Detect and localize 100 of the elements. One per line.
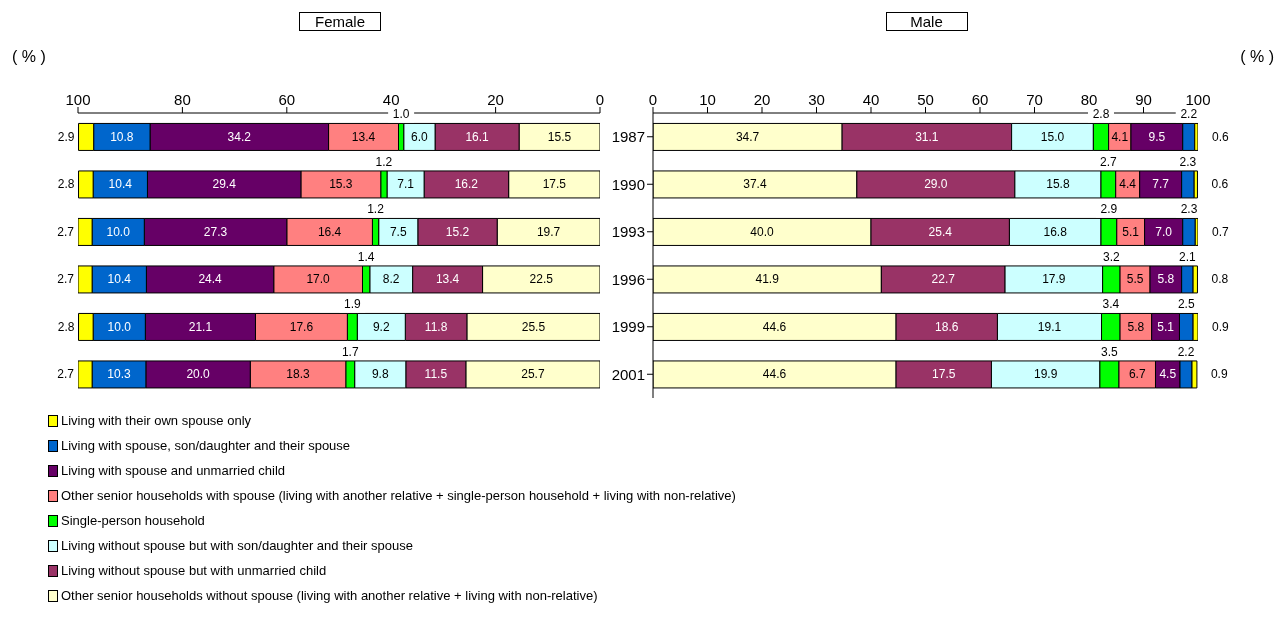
data-label: 16.2 <box>454 177 479 192</box>
data-label: 3.5 <box>1101 344 1119 359</box>
data-label: 15.0 <box>1040 129 1065 144</box>
data-label: 1.2 <box>375 154 393 169</box>
data-label: 16.8 <box>1043 224 1068 239</box>
data-label: 19.7 <box>536 224 561 239</box>
data-label: 10.8 <box>110 129 134 144</box>
data-label: 1.4 <box>357 249 375 264</box>
data-label: 2.7 <box>57 224 75 239</box>
x-tick-label: 80 <box>174 91 191 108</box>
legend-label: Living with their own spouse only <box>61 413 252 428</box>
x-tick-label: 40 <box>382 91 400 108</box>
legend-label: Other senior households without spouse (living with another relative + living with non-relative) <box>61 588 598 603</box>
data-label: 2.8 <box>1092 107 1110 122</box>
data-label: 2.8 <box>57 177 75 192</box>
data-label: 7.5 <box>389 224 407 239</box>
x-tick-label: 10 <box>699 91 716 108</box>
data-label: 1.9 <box>343 297 361 312</box>
legend-label: Other senior households with spouse (living with another relative + single-person household + living with non-relative) <box>61 488 736 503</box>
data-label: 19.1 <box>1037 319 1062 334</box>
data-label: 5.8 <box>1157 272 1175 287</box>
data-label: 5.1 <box>1157 319 1175 334</box>
data-label: 17.6 <box>289 319 314 334</box>
x-tick-label: 70 <box>1026 91 1043 108</box>
data-label: 27.3 <box>203 224 228 239</box>
y-tick-label: 1987 <box>611 128 645 146</box>
data-label: 2.7 <box>1100 154 1118 169</box>
data-label: 34.7 <box>735 129 760 144</box>
data-label: 0.8 <box>1211 272 1229 287</box>
x-tick-label: 90 <box>1135 91 1152 108</box>
data-label: 2.5 <box>1177 297 1195 312</box>
data-label: 2.9 <box>57 129 75 144</box>
data-label: 2.9 <box>1100 202 1118 217</box>
data-label: 18.6 <box>935 319 959 334</box>
data-label: 0.7 <box>1212 224 1230 239</box>
x-axis-title: ( % ) <box>12 48 46 66</box>
data-label: 3.2 <box>1103 249 1121 264</box>
data-label: 9.5 <box>1148 129 1166 144</box>
legend-label: Living with spouse, son/daughter and their spouse <box>61 438 351 453</box>
data-label: 25.7 <box>521 367 545 382</box>
data-label: 17.0 <box>306 272 331 287</box>
x-tick-label: 50 <box>917 91 934 108</box>
chart-title: Female <box>299 12 381 31</box>
data-label: 19.9 <box>1033 367 1058 382</box>
x-tick-label: 30 <box>808 91 825 108</box>
x-tick-label: 100 <box>65 91 91 108</box>
y-tick-label: 1990 <box>611 175 645 193</box>
data-label: 3.4 <box>1102 297 1120 312</box>
data-label: 10.0 <box>106 224 131 239</box>
data-label: 31.1 <box>915 129 939 144</box>
legend-label: Single-person household <box>61 513 205 528</box>
data-label: 2.3 <box>1180 202 1198 217</box>
legend-label: Living without spouse but with unmarried child <box>61 563 327 578</box>
data-label: 2.8 <box>57 319 75 334</box>
data-label: 29.4 <box>212 177 237 192</box>
data-label: 1.7 <box>341 344 359 359</box>
data-label: 13.4 <box>435 272 460 287</box>
data-label: 16.1 <box>465 129 490 144</box>
data-label: 16.4 <box>317 224 342 239</box>
x-tick-label: 0 <box>648 91 658 108</box>
data-label: 13.4 <box>351 129 376 144</box>
data-label: 15.2 <box>445 224 470 239</box>
data-label: 25.4 <box>928 224 953 239</box>
data-label: 7.7 <box>1152 177 1170 192</box>
data-label: 44.6 <box>762 319 787 334</box>
data-label: 4.4 <box>1119 177 1137 192</box>
data-label: 37.4 <box>743 177 767 192</box>
y-tick-label: 1993 <box>611 223 645 241</box>
data-label: 10.4 <box>107 272 132 287</box>
data-label: 1.2 <box>367 202 385 217</box>
x-tick-label: 20 <box>753 91 771 108</box>
data-label: 9.2 <box>372 319 390 334</box>
data-label: 11.8 <box>424 319 448 334</box>
data-label: 2.7 <box>57 272 75 287</box>
data-label: 7.0 <box>1155 224 1173 239</box>
data-label: 20.0 <box>186 367 211 382</box>
data-label: 17.9 <box>1042 272 1066 287</box>
data-label: 2.1 <box>1179 249 1197 264</box>
chart-title: Male <box>885 12 968 31</box>
data-label: 10.3 <box>107 367 131 382</box>
data-label: 18.3 <box>286 367 311 382</box>
data-label: 9.8 <box>371 367 389 382</box>
x-tick-label: 60 <box>278 91 296 108</box>
data-label: 0.9 <box>1212 319 1230 334</box>
x-axis-title: ( % ) <box>1240 48 1274 66</box>
legend-label: Living with spouse and unmarried child <box>61 463 286 478</box>
data-label: 15.3 <box>329 177 353 192</box>
data-label: 22.7 <box>931 272 956 287</box>
data-label: 15.5 <box>547 129 572 144</box>
data-label: 41.9 <box>755 272 780 287</box>
x-tick-label: 40 <box>862 91 880 108</box>
data-label: 10.4 <box>108 177 133 192</box>
data-label: 24.4 <box>198 272 223 287</box>
data-label: 22.5 <box>529 272 554 287</box>
data-label: 0.9 <box>1210 367 1228 382</box>
data-label: 17.5 <box>542 177 567 192</box>
legend-label: Living without spouse but with son/daughter and their spouse <box>61 538 413 553</box>
data-label: 8.2 <box>382 272 400 287</box>
data-label: 25.5 <box>521 319 546 334</box>
data-label: 5.1 <box>1122 224 1140 239</box>
